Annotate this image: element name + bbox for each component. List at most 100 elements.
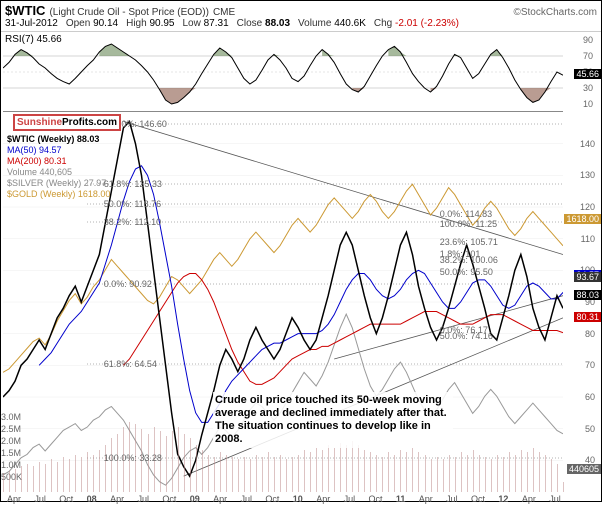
volume-bar [509, 452, 510, 492]
volume-bar [292, 457, 293, 492]
x-axis-label: Apr [7, 494, 21, 504]
volume-bar [244, 457, 245, 492]
volume-bar [521, 450, 522, 492]
volume-bar [473, 450, 474, 492]
watermark-part2: Profits.com [62, 117, 117, 128]
volume-bar [497, 455, 498, 492]
volume-bar [220, 452, 221, 492]
x-axis-label: Apr [110, 494, 124, 504]
fib-level-label: 23.6%: 105.71 [440, 237, 498, 247]
volume-bar [557, 464, 558, 492]
legend: $WTIC (Weekly) 88.03 MA(50) 94.57 MA(200… [7, 134, 110, 200]
volume-axis-tick: 2.0M [1, 436, 21, 446]
x-axis-label: 10 [293, 494, 303, 504]
volume-bar [3, 473, 4, 492]
close-value: 88.03 [265, 18, 290, 29]
volume-bar [262, 457, 263, 492]
volume-bar [39, 462, 40, 492]
fib-level-label: 50.0%: 118.76 [104, 199, 161, 209]
volume-bar [376, 455, 377, 492]
exchange: CME [213, 7, 235, 18]
annotation-text: Crude oil price touched its 50-week movi… [213, 392, 453, 448]
volume-bar [418, 452, 419, 492]
volume-bar [479, 455, 480, 492]
x-axis-label: 08 [87, 494, 97, 504]
volume-bar [45, 464, 46, 492]
volume-bar [449, 455, 450, 492]
volume-bar [443, 459, 444, 492]
x-axis-label: Apr [419, 494, 433, 504]
fib-level-label: 100.0%: 33.28 [104, 453, 162, 463]
x-axis-label: Jul [34, 494, 46, 504]
price-tag: 88.03 [574, 290, 601, 300]
open-label: Open [66, 18, 90, 29]
main-price-panel: SunshineProfits.com $WTIC (Weekly) 88.03… [3, 112, 563, 492]
x-axis-label: 12 [498, 494, 508, 504]
rsi-panel: RSI(7) 45.66 9070503010 45.66 [3, 32, 563, 112]
rsi-chart [3, 32, 563, 112]
x-axis-label: Oct [265, 494, 279, 504]
volume-bar [268, 452, 269, 492]
chart-header: $WTIC (Light Crude Oil - Spot Price (EOD… [1, 1, 601, 32]
volume-bar [214, 457, 215, 492]
low-label: Low [182, 18, 200, 29]
legend-gold: $GOLD (Weekly) 1618.00 [7, 189, 110, 200]
volume-bar [485, 457, 486, 492]
volume-bar [202, 450, 203, 492]
volume-axis-tick: 1.0M [1, 460, 21, 470]
volume-bar [455, 457, 456, 492]
price-axis-tick: 60 [585, 392, 595, 402]
volume-bar [298, 455, 299, 492]
x-axis-label: Oct [471, 494, 485, 504]
volume-bar [382, 457, 383, 492]
volume-bar [274, 457, 275, 492]
volume-bar [63, 457, 64, 492]
volume-bar [166, 436, 167, 492]
fib-level-label: 38.2%: 112.10 [104, 217, 161, 227]
volume-bar [425, 455, 426, 492]
price-tag: 80.31 [574, 312, 601, 322]
price-axis-tick: 50 [585, 424, 595, 434]
volume-bar [334, 448, 335, 492]
volume-bar [226, 455, 227, 492]
volume-bar [316, 448, 317, 492]
rsi-value-tag: 45.66 [574, 69, 601, 79]
volume-bar [304, 450, 305, 492]
legend-silver: $SILVER (Weekly) 27.97 [7, 178, 110, 189]
fib-level-label: 50.0%: 95.50 [440, 267, 493, 277]
fib-level-label: 50.0%: 74.16 [440, 331, 493, 341]
volume-bar [99, 450, 100, 492]
chg-value: -2.01 (-2.23%) [395, 18, 459, 29]
x-axis-label: Jul [137, 494, 149, 504]
rsi-label: RSI(7) 45.66 [5, 34, 62, 45]
volume-bar [87, 452, 88, 492]
x-axis: AprJulOct08AprJulOct09AprJulOct10AprJulO… [1, 492, 601, 506]
volume-bar [286, 459, 287, 492]
x-axis-label: Apr [522, 494, 536, 504]
volume-bar [256, 455, 257, 492]
volume-bar [51, 459, 52, 492]
volume-bar [461, 452, 462, 492]
volume-bar [412, 448, 413, 492]
volume-bar [400, 450, 401, 492]
legend-volume: Volume 440,605 [7, 167, 110, 178]
volume-axis-tick: 3.0M [1, 412, 21, 422]
volume-bar [406, 452, 407, 492]
volume-bar [208, 455, 209, 492]
volume-axis-tick: 2.5M [1, 424, 21, 434]
price-axis-tick: 70 [585, 360, 595, 370]
volume-bar [527, 452, 528, 492]
volume-bar [467, 455, 468, 492]
watermark: SunshineProfits.com [13, 114, 121, 131]
ticker-description: (Light Crude Oil - Spot Price (EOD)) [49, 7, 209, 18]
fib-level-label: 0.0%: 90.92 [104, 279, 152, 289]
fib-level-label: 38.2%: 100.06 [440, 255, 498, 265]
volume-bar [539, 452, 540, 492]
volume-bar [551, 459, 552, 492]
price-axis-tick: 120 [580, 202, 595, 212]
volume-bar [69, 459, 70, 492]
fib-level-label: 100.0%: 11.25 [440, 219, 497, 229]
x-axis-label: Jul [446, 494, 458, 504]
price-tag: 93.67 [574, 272, 601, 282]
volume-bar [232, 457, 233, 492]
